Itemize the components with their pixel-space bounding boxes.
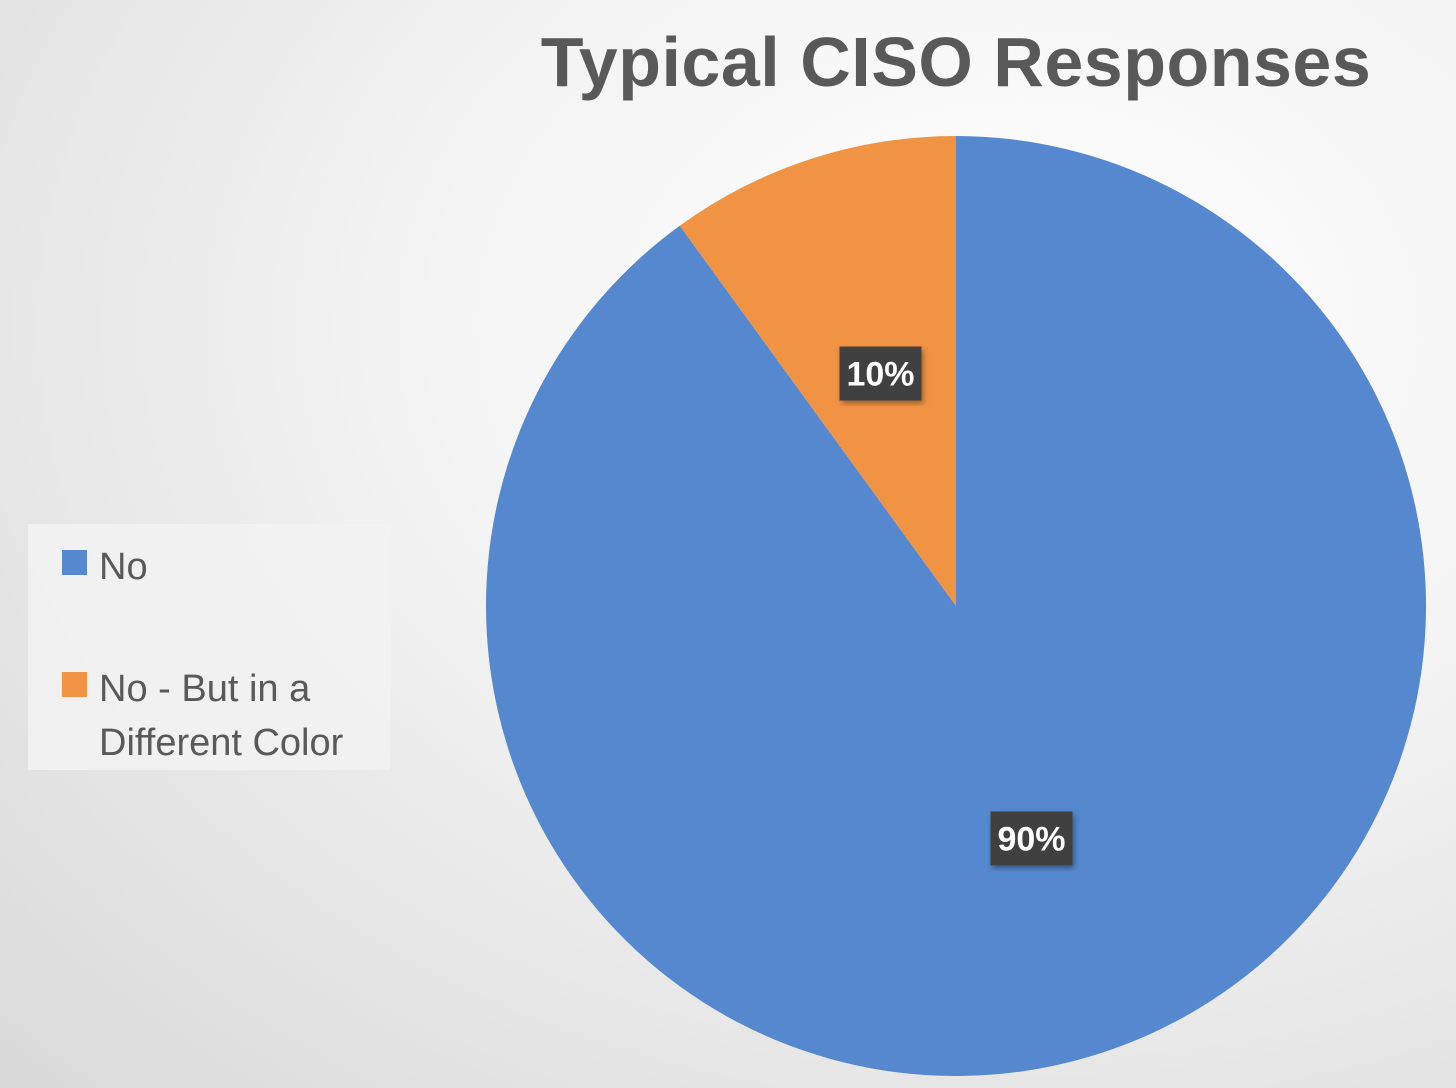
chart-legend: No No - But in a Different Color — [28, 524, 390, 770]
chart-title: Typical CISO Responses — [540, 23, 1372, 101]
legend-label: No — [99, 546, 148, 588]
legend-item: No - But in a Different Color — [62, 662, 389, 770]
data-label: 90% — [997, 820, 1065, 858]
legend-label: No - But in a Different Color — [99, 668, 344, 764]
data-label-box — [990, 811, 1073, 866]
pie-slice — [679, 136, 956, 606]
data-label-box — [839, 346, 922, 401]
data-label: 10% — [846, 356, 914, 394]
legend-item: No — [62, 540, 389, 594]
legend-swatch-different-color — [62, 672, 87, 697]
legend-swatch-no — [62, 550, 87, 575]
